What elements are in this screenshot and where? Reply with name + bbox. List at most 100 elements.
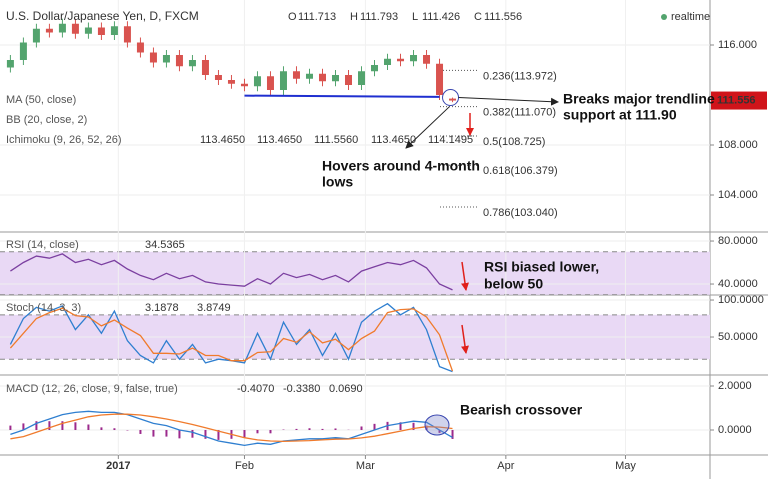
y-tick-label: 2.0000 — [718, 380, 752, 392]
histogram-bar — [139, 430, 142, 434]
x-tick-label: Feb — [235, 460, 254, 472]
fib-label: 0.786(103.040) — [483, 207, 558, 219]
y-tick-label: 108.000 — [718, 139, 758, 151]
candle-body — [423, 55, 431, 64]
x-tick-label: 2017 — [106, 460, 130, 472]
candle-body — [318, 73, 326, 82]
candle-body — [358, 71, 366, 85]
stoch-line — [9, 307, 454, 372]
candle-body — [149, 52, 157, 63]
ohlc-value: 111.426 — [422, 11, 460, 23]
chart-title: U.S. Dollar/Japanese Yen, D, FXCM — [6, 9, 199, 23]
arrow — [461, 261, 469, 291]
indicator-value: 113.4650 — [257, 134, 302, 146]
histogram-bar — [334, 428, 337, 431]
candle-body — [45, 28, 53, 33]
candle-body — [136, 42, 144, 53]
indicator-value: 3.1878 — [145, 302, 179, 314]
y-tick-label: 80.0000 — [718, 235, 758, 247]
ohlc-value: 111.793 — [360, 11, 398, 23]
histogram-bar — [256, 430, 259, 434]
histogram-bar — [243, 430, 246, 438]
annotation: RSI biased lower, — [484, 259, 599, 275]
candle-body — [123, 26, 131, 43]
indicator-value: 113.4650 — [200, 134, 245, 146]
indicator-label: Stoch (14, 3, 3) — [6, 302, 81, 314]
arrow — [405, 106, 450, 149]
candle-body — [397, 58, 405, 62]
candle-body — [162, 55, 170, 63]
histogram-bar — [100, 427, 103, 431]
candle-body — [214, 75, 222, 80]
histogram-bar — [451, 430, 454, 439]
histogram-bar — [74, 422, 77, 431]
candle-body — [6, 60, 14, 68]
rsi-line — [10, 253, 453, 291]
histogram-bar — [373, 423, 376, 431]
indicator-value: 111.5560 — [314, 134, 358, 146]
histogram-bar — [22, 423, 25, 431]
candle-body — [384, 58, 392, 65]
candle-body — [305, 73, 313, 79]
ohlc-value: 111.556 — [484, 11, 522, 23]
candle-body — [201, 60, 209, 75]
y-tick-label: 40.0000 — [718, 278, 758, 290]
arrow — [458, 97, 559, 106]
candle-body — [19, 42, 27, 60]
candle-body — [97, 27, 105, 35]
candle-body — [292, 71, 300, 79]
histogram-bar — [399, 422, 402, 431]
annotation: Hovers around 4-month — [322, 158, 480, 174]
histogram-bar — [412, 422, 415, 431]
candle-body — [240, 83, 248, 87]
fib-label: 0.236(113.972) — [483, 70, 557, 82]
y-tick-label: 104.000 — [718, 189, 758, 201]
histogram-bar — [360, 426, 363, 431]
indicator-label: MA (50, close) — [6, 94, 76, 106]
candle-body — [227, 80, 235, 84]
candle-body — [371, 65, 379, 72]
histogram-bar — [9, 425, 12, 431]
candle-body — [279, 71, 287, 90]
arrow — [461, 324, 469, 354]
y-tick-label: 116.000 — [718, 39, 757, 51]
indicator-label: Ichimoku (9, 26, 52, 26) — [6, 134, 122, 146]
candle-body — [344, 75, 352, 85]
trendline — [244, 94, 440, 98]
last-price-tag — [711, 91, 767, 110]
candle-body — [188, 60, 196, 67]
annotation: Breaks major trendline — [563, 91, 715, 107]
histogram-bar — [204, 430, 207, 439]
candle-body — [110, 26, 118, 35]
ohlc-value: 111.713 — [298, 11, 336, 23]
histogram-bar — [191, 430, 194, 438]
annotation: lows — [322, 174, 353, 190]
status: realtime — [671, 11, 710, 23]
histogram-bar — [295, 428, 298, 431]
ohlc-name: O — [288, 11, 297, 23]
candle-body — [449, 98, 457, 101]
highlight — [424, 414, 450, 436]
indicator-label: RSI (14, close) — [6, 239, 79, 251]
candle-body — [266, 76, 274, 90]
annotation: support at 111.90 — [563, 107, 677, 123]
candle-body — [253, 76, 261, 87]
y-tick-label: 0.0000 — [718, 424, 752, 436]
band-fill — [0, 251, 710, 295]
fib-label: 0.382(111.070) — [483, 107, 556, 119]
indicator-value: 34.5365 — [145, 239, 185, 251]
histogram-bar — [217, 430, 220, 440]
ohlc-name: L — [412, 11, 418, 23]
annotation: below 50 — [484, 276, 543, 292]
indicator-value: 113.4650 — [371, 134, 416, 146]
macd-line — [10, 410, 453, 447]
candle-body — [175, 55, 183, 67]
x-tick-label: Mar — [356, 460, 375, 472]
histogram-bar — [308, 428, 311, 431]
indicator-value: -0.4070 — [237, 383, 274, 395]
indicator-label: MACD (12, 26, close, 9, false, true) — [6, 383, 178, 395]
histogram-bar — [48, 421, 51, 431]
indicator-label: BB (20, close, 2) — [6, 114, 87, 126]
y-tick-label: 50.0000 — [718, 331, 758, 343]
